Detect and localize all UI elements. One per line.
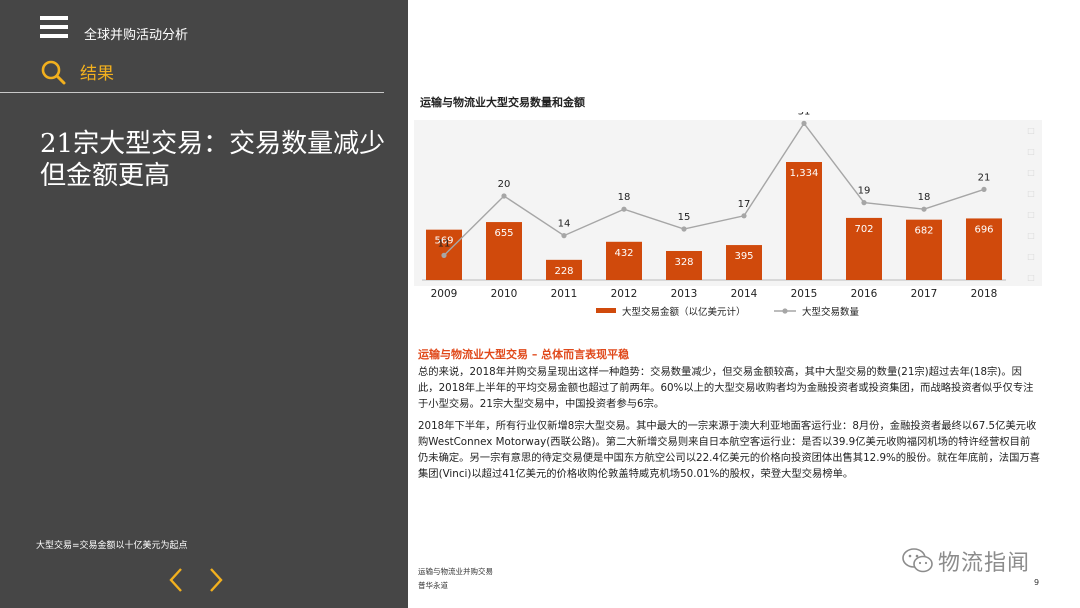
x-tick-label-2010: 2010 [491,288,518,300]
watermark-text: 物流指闻 [938,551,1031,576]
count-line [443,122,985,256]
sidebar-panel [0,0,408,608]
count-point-2010 [501,193,507,199]
bar-2013 [666,250,702,280]
count-label-2014: 17 [738,199,751,210]
count-point-2016 [861,200,867,206]
wechat-icon [902,548,933,573]
page-headline: 21宗大型交易：交易数量减少 但金额更高 [40,128,400,192]
count-point-2012 [621,206,627,212]
legend-line-label: 大型交易数量 [802,306,860,318]
count-label-2018: 21 [978,172,991,183]
count-point-2015 [801,120,807,126]
bar-label-2016: 702 [854,224,873,235]
legend-bar-label: 大型交易金额（以亿美元计） [622,306,746,318]
footer-line-1: 运输与物流业并购交易 [418,567,493,576]
deal-chart: 5692009655201022820114322012328201339520… [422,112,1006,318]
x-tick-label-2011: 2011 [551,288,578,300]
x-tick-label-2009: 2009 [431,288,458,300]
bar-2012 [606,241,642,280]
count-label-2011: 14 [558,219,571,230]
x-tick-label-2015: 2015 [791,288,818,300]
x-tick-label-2018: 2018 [971,288,998,300]
section-label: 结果 [80,64,114,84]
bar-2016 [846,217,882,280]
count-label-2013: 15 [678,212,691,223]
count-point-2014 [741,213,747,219]
search-icon[interactable] [40,59,66,85]
content-panel [408,0,1080,608]
watermark: 物流指闻 [902,543,1030,579]
divider [0,92,384,93]
bar-label-2015: 1,334 [790,168,819,179]
bar-2017 [906,219,942,280]
count-point-2013 [681,226,687,232]
bar-2011 [546,259,582,280]
count-label-2017: 18 [918,192,931,203]
count-point-2009 [441,252,447,258]
bar-label-2012: 432 [614,248,633,259]
count-label-2016: 19 [858,186,871,197]
x-tick-label-2017: 2017 [911,288,938,300]
x-tick-label-2014: 2014 [731,288,758,300]
count-label-2010: 20 [498,179,511,190]
x-tick-label-2013: 2013 [671,288,698,300]
bar-label-2018: 696 [974,224,993,235]
bar-label-2011: 228 [554,266,573,277]
x-tick-label-2012: 2012 [611,288,638,300]
count-point-2011 [561,233,567,239]
footnote: 大型交易=交易金额以十亿美元为起点 [36,541,188,551]
bar-2015 [786,162,822,280]
bar-label-2014: 395 [734,251,753,262]
bar-label-2010: 655 [494,228,513,239]
paragraph-1: 总的来说，2018年并购交易呈现出这样一种趋势：交易数量减少，但交易金额较高，其… [418,366,1034,410]
footer-line-2: 普华永道 [418,581,448,590]
count-point-2018 [981,186,987,192]
headline-line-1: 21宗大型交易：交易数量减少 [40,129,386,159]
count-label-2012: 18 [618,192,631,203]
legend-line-marker [782,308,788,314]
paragraph-2: 2018年下半年，所有行业仅新增8宗大型交易。其中最大的一宗来源于澳大利亚地面客… [418,420,1040,480]
legend-bar-swatch [596,308,616,313]
bar-label-2017: 682 [914,226,933,237]
count-label-2009: 11 [438,238,451,249]
nav-title[interactable]: 全球并购活动分析 [84,28,189,43]
bar-2018 [966,218,1002,280]
prev-page-icon[interactable] [166,566,186,594]
menu-icon[interactable] [40,16,68,38]
count-label-2015: 31 [798,112,811,117]
page-number: 9 [1034,578,1040,587]
section-title: 运输与物流业大型交易 – 总体而言表现平稳 [418,348,630,361]
headline-line-2: 但金额更高 [40,161,171,191]
bar-label-2013: 328 [674,257,693,268]
bar-label-2009: 569 [434,236,453,247]
faded-axis-decoration: □ □ □ □ □ □ □ □ [1027,126,1035,282]
bar-2010 [486,222,522,280]
chart-title: 运输与物流业大型交易数量和金额 [420,96,585,109]
next-page-icon[interactable] [206,566,226,594]
count-point-2017 [921,206,927,212]
x-tick-label-2016: 2016 [851,288,878,300]
bar-2014 [726,245,762,280]
